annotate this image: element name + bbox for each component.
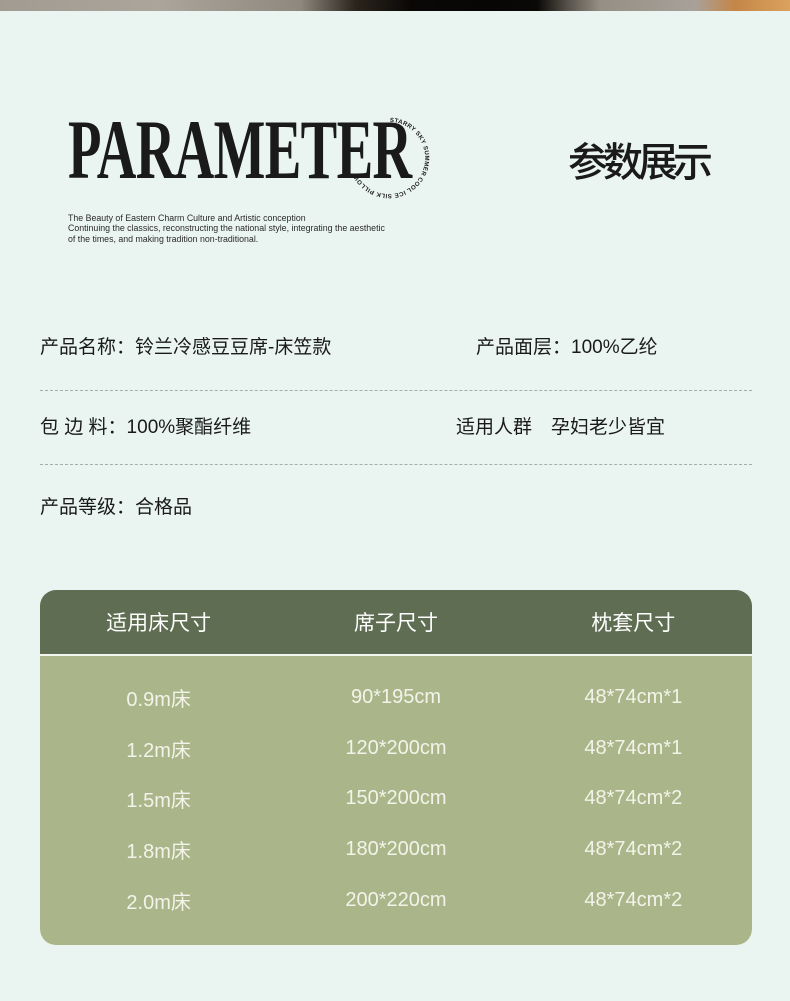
svg-text:STARRY SKY SUMMER COOL ICE SIL: STARRY SKY SUMMER COOL ICE SILK PILLOW xyxy=(352,117,430,199)
